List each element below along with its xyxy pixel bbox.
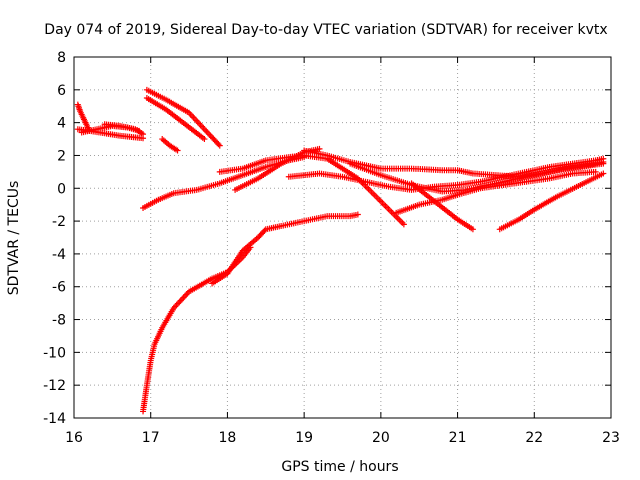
y-tick-label: -12 xyxy=(43,378,66,394)
data-point xyxy=(354,211,361,218)
series-arc-11 xyxy=(216,152,407,228)
data-point-sample xyxy=(261,227,268,234)
y-tick-label: -6 xyxy=(52,280,66,296)
data-point xyxy=(174,147,181,154)
series-arc-15 xyxy=(347,160,607,195)
data-point-sample xyxy=(174,300,181,307)
series-arc-05 xyxy=(143,86,223,149)
ticks: 16 17 18 19 20 21 22 23 -14 -12 -10 -8 -6 -4 -2 0 2 4 6 8 xyxy=(43,50,620,446)
data-point xyxy=(216,142,223,149)
data-point xyxy=(600,160,607,167)
data-point xyxy=(140,131,147,138)
y-tick-label: 8 xyxy=(57,50,66,66)
y-tick-label: -10 xyxy=(43,345,66,361)
data-point xyxy=(316,145,323,152)
y-tick-label: 2 xyxy=(57,148,66,164)
y-tick-label: 4 xyxy=(57,116,66,132)
chart-title: Day 074 of 2019, Sidereal Day-to-day VTE… xyxy=(44,22,607,38)
y-tick-label: -2 xyxy=(52,214,66,230)
series-arc-06 xyxy=(143,95,208,143)
data-point xyxy=(600,170,607,177)
series-arc-18 xyxy=(496,170,607,233)
y-tick-label: -4 xyxy=(52,247,66,263)
series-arc-07 xyxy=(159,136,181,154)
x-tick-label: 23 xyxy=(602,430,620,446)
data-point-sample xyxy=(173,302,180,309)
x-tick-label: 16 xyxy=(65,430,83,446)
data-point-sample xyxy=(176,299,183,306)
y-axis-label: SDTVAR / TECUs xyxy=(6,181,22,296)
x-tick-label: 20 xyxy=(372,430,390,446)
series-arc-01 xyxy=(74,101,93,134)
series-arc-12 xyxy=(232,145,323,193)
y-tick-label: -14 xyxy=(43,411,66,427)
grid xyxy=(74,57,611,418)
data-point-sample xyxy=(181,293,188,300)
x-tick-label: 18 xyxy=(219,430,237,446)
y-tick-label: 6 xyxy=(57,83,66,99)
series-arc-08 xyxy=(140,244,254,415)
data-point-sample xyxy=(180,294,187,301)
x-tick-label: 19 xyxy=(295,430,313,446)
series-arc-04 xyxy=(101,121,147,138)
x-tick-label: 21 xyxy=(449,430,467,446)
data-point xyxy=(469,226,476,233)
y-tick-label: 0 xyxy=(57,181,66,197)
data-point xyxy=(201,136,208,143)
series-arc-17 xyxy=(408,180,476,233)
y-tick-label: -8 xyxy=(52,313,66,329)
x-tick-label: 22 xyxy=(525,430,543,446)
x-tick-label: 17 xyxy=(142,430,160,446)
data-point xyxy=(592,168,599,175)
series-arc-02 xyxy=(74,126,147,142)
data-points xyxy=(74,86,607,415)
data-point-sample xyxy=(177,297,184,304)
x-axis-label: GPS time / hours xyxy=(281,459,398,475)
series-arc-09 xyxy=(209,211,361,287)
data-point-sample xyxy=(215,141,222,148)
plot-frame xyxy=(73,56,612,419)
data-point-sample xyxy=(179,296,186,303)
data-point-sample xyxy=(183,291,190,298)
data-point xyxy=(400,221,407,228)
